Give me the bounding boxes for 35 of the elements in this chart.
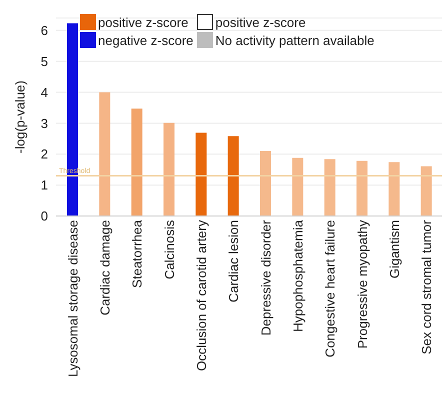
bar	[131, 108, 142, 216]
legend-label: negative z-score	[98, 32, 194, 48]
y-tick-label: 0	[40, 208, 48, 224]
bar	[196, 132, 207, 216]
bar	[420, 166, 432, 216]
legend-label: No activity pattern available	[215, 32, 374, 48]
x-tick-label: Progressive myopathy	[354, 220, 370, 349]
y-tick-label: 1	[40, 178, 48, 193]
y-tick-label: 2	[40, 146, 48, 162]
x-tick-label: Calcinosis	[162, 220, 177, 280]
x-tick-label: Occlusion of carotid artery	[194, 220, 209, 372]
y-tick-label: 6	[40, 22, 48, 38]
bar	[260, 151, 271, 216]
bar	[356, 160, 368, 216]
x-tick-label: Cardiac damage	[97, 220, 112, 316]
bar	[164, 122, 174, 216]
x-tick-label: Depressive disorder	[258, 219, 274, 336]
x-tick-label: Hypophosphatemia	[290, 219, 306, 332]
bar	[388, 162, 400, 216]
bar	[292, 158, 304, 216]
x-tick-label: Gigantism	[386, 220, 402, 279]
y-axis-title: -log(p-value)	[12, 80, 28, 154]
x-tick-label: Cardiac lesion	[226, 220, 242, 302]
legend-label: positive z-score	[98, 14, 188, 30]
x-tick-label: Lysosomal storage disease	[65, 220, 80, 378]
x-tick-label: Congestive heart failure	[322, 220, 338, 358]
y-tick-label: 4	[40, 84, 48, 100]
y-tick-label: 5	[40, 54, 48, 69]
legend-label: positive z-score	[215, 14, 306, 30]
bar	[228, 136, 239, 216]
y-tick-label: 3	[40, 116, 48, 131]
bar	[99, 92, 110, 216]
x-tick-label: Steatorrhea	[130, 219, 145, 288]
x-tick-label: Sex cord stromal tumor	[419, 219, 434, 354]
bar	[324, 159, 336, 216]
